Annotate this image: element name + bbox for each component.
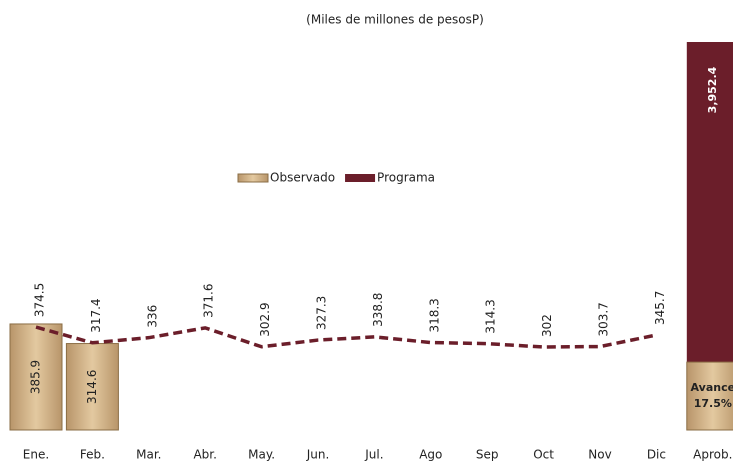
aprob-bar (686, 42, 733, 363)
data-label: 314.3 (484, 299, 498, 333)
data-label: 303.7 (597, 302, 611, 336)
avance-bar (686, 361, 733, 431)
data-label: 327.3 (315, 296, 329, 330)
data-label: 345.7 (653, 291, 667, 325)
x-tick-label: Nov (588, 448, 611, 462)
avance-value: 17.5% (694, 397, 732, 410)
x-tick-label: Ene. (23, 448, 49, 462)
data-label: 302.9 (258, 302, 272, 336)
data-label: 385.9 (29, 360, 43, 394)
data-label: 314.6 (85, 370, 99, 404)
x-tick-label: Jul. (364, 448, 383, 462)
x-tick-label: Oct (533, 448, 554, 462)
x-tick-label: Feb. (80, 448, 105, 462)
aprob-label: 3,952.4 (706, 66, 719, 113)
chart-subtitle: (Miles de millones de pesosP) (306, 13, 484, 27)
x-tick-label: Aprob. (693, 448, 732, 462)
data-label: 336 (145, 305, 159, 328)
legend-swatch (345, 174, 376, 182)
data-label: 371.6 (202, 284, 216, 318)
data-label: 302 (540, 314, 554, 337)
avance-label: Avance (691, 381, 733, 394)
x-tick-label: Mar. (136, 448, 161, 462)
data-label: 374.5 (33, 283, 47, 317)
data-label: 338.8 (371, 293, 385, 327)
x-tick-label: Jun. (306, 448, 330, 462)
x-tick-label: Sep (476, 448, 499, 462)
x-tick-label: Dic (647, 448, 666, 462)
legend-swatch (237, 173, 269, 183)
data-label: 317.4 (89, 298, 103, 332)
bar (9, 323, 63, 431)
legend-label: Programa (377, 171, 435, 185)
x-tick-label: Abr. (193, 448, 216, 462)
legend-label: Observado (270, 171, 335, 185)
data-label: 318.3 (427, 298, 441, 332)
x-tick-label: May. (248, 448, 275, 462)
x-tick-label: Ago (419, 448, 442, 462)
line (35, 325, 657, 349)
bar (65, 343, 119, 431)
